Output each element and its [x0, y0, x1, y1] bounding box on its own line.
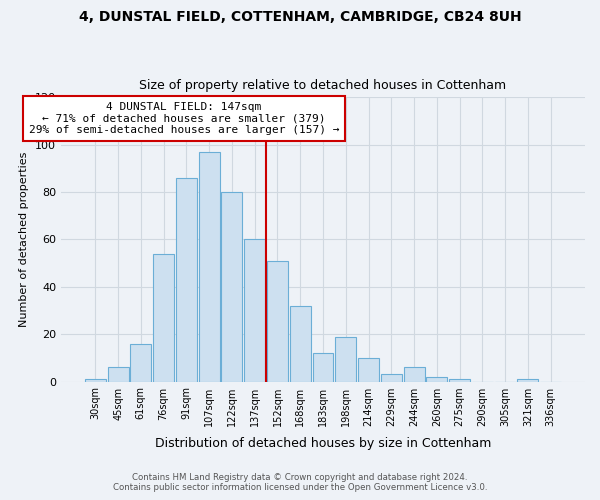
Title: Size of property relative to detached houses in Cottenham: Size of property relative to detached ho… — [139, 79, 506, 92]
Y-axis label: Number of detached properties: Number of detached properties — [19, 152, 29, 327]
Bar — [517, 379, 538, 382]
Bar — [290, 306, 311, 382]
Bar — [313, 353, 334, 382]
Bar — [199, 152, 220, 382]
Bar — [244, 240, 265, 382]
Bar — [221, 192, 242, 382]
Bar — [358, 358, 379, 382]
Bar — [449, 379, 470, 382]
Text: Contains HM Land Registry data © Crown copyright and database right 2024.
Contai: Contains HM Land Registry data © Crown c… — [113, 473, 487, 492]
Bar — [427, 377, 448, 382]
Bar — [267, 260, 288, 382]
Text: 4, DUNSTAL FIELD, COTTENHAM, CAMBRIDGE, CB24 8UH: 4, DUNSTAL FIELD, COTTENHAM, CAMBRIDGE, … — [79, 10, 521, 24]
Bar — [107, 368, 128, 382]
Bar — [335, 336, 356, 382]
Bar — [404, 368, 425, 382]
Bar — [153, 254, 174, 382]
Bar — [176, 178, 197, 382]
Text: 4 DUNSTAL FIELD: 147sqm
← 71% of detached houses are smaller (379)
29% of semi-d: 4 DUNSTAL FIELD: 147sqm ← 71% of detache… — [29, 102, 340, 135]
Bar — [130, 344, 151, 382]
Bar — [85, 379, 106, 382]
Bar — [381, 374, 402, 382]
X-axis label: Distribution of detached houses by size in Cottenham: Distribution of detached houses by size … — [155, 437, 491, 450]
